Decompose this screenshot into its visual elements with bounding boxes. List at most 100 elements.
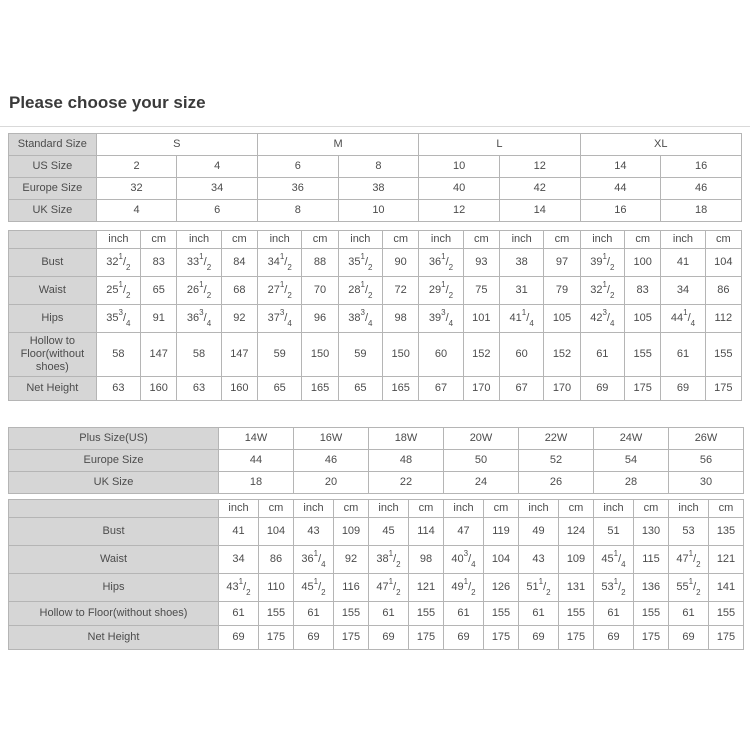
measure-inch-cell: 69 [443, 625, 484, 650]
measure-inch-cell: 551/2 [668, 573, 709, 602]
measure-cm-cell: 175 [258, 625, 294, 650]
size-value-cell: 30 [668, 471, 744, 494]
size-value-cell: 44 [579, 177, 662, 200]
plus-measurements-table: inch cm inch cm inch cm inch cm inch cm inch cm inch… [8, 499, 744, 650]
measure-inch-cell: 403/4 [443, 545, 484, 574]
measure-cm-cell: 70 [301, 276, 339, 305]
size-value-cell: 38 [337, 177, 420, 200]
measure-cm-cell: 83 [623, 276, 662, 305]
measure-label-cell: Hollow to Floor(without shoes) [8, 601, 219, 626]
measure-cm-cell: 97 [543, 248, 581, 277]
measure-inch-cell: 47 [443, 517, 484, 546]
measure-inch-cell: 60 [418, 332, 464, 377]
unit-inch-cell: inch [518, 499, 559, 518]
unit-cm-cell: cm [258, 499, 294, 518]
size-value-cell: 24W [593, 427, 669, 450]
measure-inch-cell: 351/2 [337, 248, 384, 277]
measure-cm-cell: 147 [220, 332, 259, 377]
measure-cm-cell: 150 [301, 332, 339, 377]
measure-cm-cell: 92 [220, 304, 259, 333]
measure-cm-cell: 175 [708, 625, 744, 650]
measure-inch-cell: 531/2 [593, 573, 634, 602]
size-value-cell: 20W [443, 427, 519, 450]
measure-label-cell: Hollow to Floor(without shoes) [8, 332, 97, 377]
measure-cm-cell: 105 [623, 304, 662, 333]
measure-inch-cell: 61 [218, 601, 259, 626]
measure-cm-cell: 136 [633, 573, 669, 602]
measure-inch-cell: 65 [337, 376, 384, 401]
measure-inch-cell: 431/2 [218, 573, 259, 602]
measurement-row: Bust 41 104 43 109 45 114 47 119 49 124 51 130 53 135 [8, 517, 744, 546]
size-value-cell: 18 [660, 199, 742, 222]
size-value-cell: 20 [293, 471, 369, 494]
size-value-cell: M [256, 133, 420, 156]
measure-inch-cell: 511/2 [518, 573, 559, 602]
divider [0, 126, 750, 127]
measure-cm-cell: 84 [220, 248, 259, 277]
measure-inch-cell: 65 [257, 376, 303, 401]
size-value-cell: 26W [668, 427, 744, 450]
unit-inch-cell: inch [593, 499, 634, 518]
unit-cm-cell: cm [140, 230, 178, 249]
plus-size-section: Plus Size(US) 14W 16W 18W 20W 22W 24W 26W Europe… [0, 427, 750, 650]
measure-label-cell: Net Height [8, 625, 219, 650]
size-row: Plus Size(US) 14W 16W 18W 20W 22W 24W 26W [8, 427, 744, 450]
measure-inch-cell: 34 [218, 545, 259, 574]
size-row-label-cell: Standard Size [8, 133, 97, 156]
measure-inch-cell: 58 [176, 332, 222, 377]
unit-cm-cell: cm [382, 230, 420, 249]
measure-cm-cell: 116 [333, 573, 369, 602]
corner-cell [8, 499, 219, 518]
measure-label-cell: Bust [8, 517, 219, 546]
measure-cm-cell: 98 [408, 545, 444, 574]
size-value-cell: 10 [337, 199, 420, 222]
page-title: Please choose your size [9, 93, 206, 112]
size-value-cell: 46 [293, 449, 369, 472]
unit-header-row: inch cm inch cm inch cm inch cm inch cm inch cm inch… [8, 230, 743, 249]
unit-inch-cell: inch [498, 230, 545, 249]
size-value-cell: 48 [368, 449, 444, 472]
size-value-cell: 40 [418, 177, 500, 200]
measure-cm-cell: 86 [704, 276, 743, 305]
measure-cm-cell: 104 [483, 545, 519, 574]
size-value-cell: 2 [95, 155, 178, 178]
unit-cm-cell: cm [483, 499, 519, 518]
measure-cm-cell: 155 [558, 601, 594, 626]
measure-cm-cell: 155 [633, 601, 669, 626]
measure-cm-cell: 68 [220, 276, 259, 305]
measure-label-cell: Hips [8, 304, 97, 333]
measurement-row: Hips 353/4 91 363/4 92 373/4 96 383/4 98 393/4 101… [8, 304, 743, 333]
measure-inch-cell: 67 [498, 376, 545, 401]
size-row: Europe Size 44 46 48 50 52 54 56 [8, 449, 744, 472]
measure-inch-cell: 69 [293, 625, 334, 650]
measure-inch-cell: 361/2 [418, 248, 464, 277]
measurement-row: Net Height 69 175 69 175 69 175 69 175 69 175 69 175… [8, 625, 744, 650]
measure-inch-cell: 61 [443, 601, 484, 626]
measure-label-cell: Waist [8, 545, 219, 574]
unit-inch-cell: inch [368, 499, 409, 518]
measure-inch-cell: 69 [668, 625, 709, 650]
measure-inch-cell: 361/4 [293, 545, 334, 574]
measure-inch-cell: 363/4 [176, 304, 222, 333]
measure-inch-cell: 61 [518, 601, 559, 626]
measure-inch-cell: 34 [660, 276, 706, 305]
measure-inch-cell: 471/2 [668, 545, 709, 574]
measure-cm-cell: 100 [623, 248, 662, 277]
measure-cm-cell: 155 [483, 601, 519, 626]
unit-cm-cell: cm [543, 230, 581, 249]
unit-cm-cell: cm [633, 499, 669, 518]
size-row-label-cell: UK Size [8, 199, 97, 222]
measure-inch-cell: 41 [660, 248, 706, 277]
size-value-cell: 44 [218, 449, 294, 472]
size-value-cell: 10 [418, 155, 500, 178]
size-value-cell: L [418, 133, 581, 156]
measure-cm-cell: 175 [333, 625, 369, 650]
measure-cm-cell: 121 [708, 545, 744, 574]
measure-inch-cell: 43 [518, 545, 559, 574]
measure-inch-cell: 59 [337, 332, 384, 377]
measure-cm-cell: 114 [408, 517, 444, 546]
size-value-cell: 22W [518, 427, 594, 450]
measure-cm-cell: 147 [140, 332, 178, 377]
size-row: UK Size 18 20 22 24 26 28 30 [8, 471, 744, 494]
